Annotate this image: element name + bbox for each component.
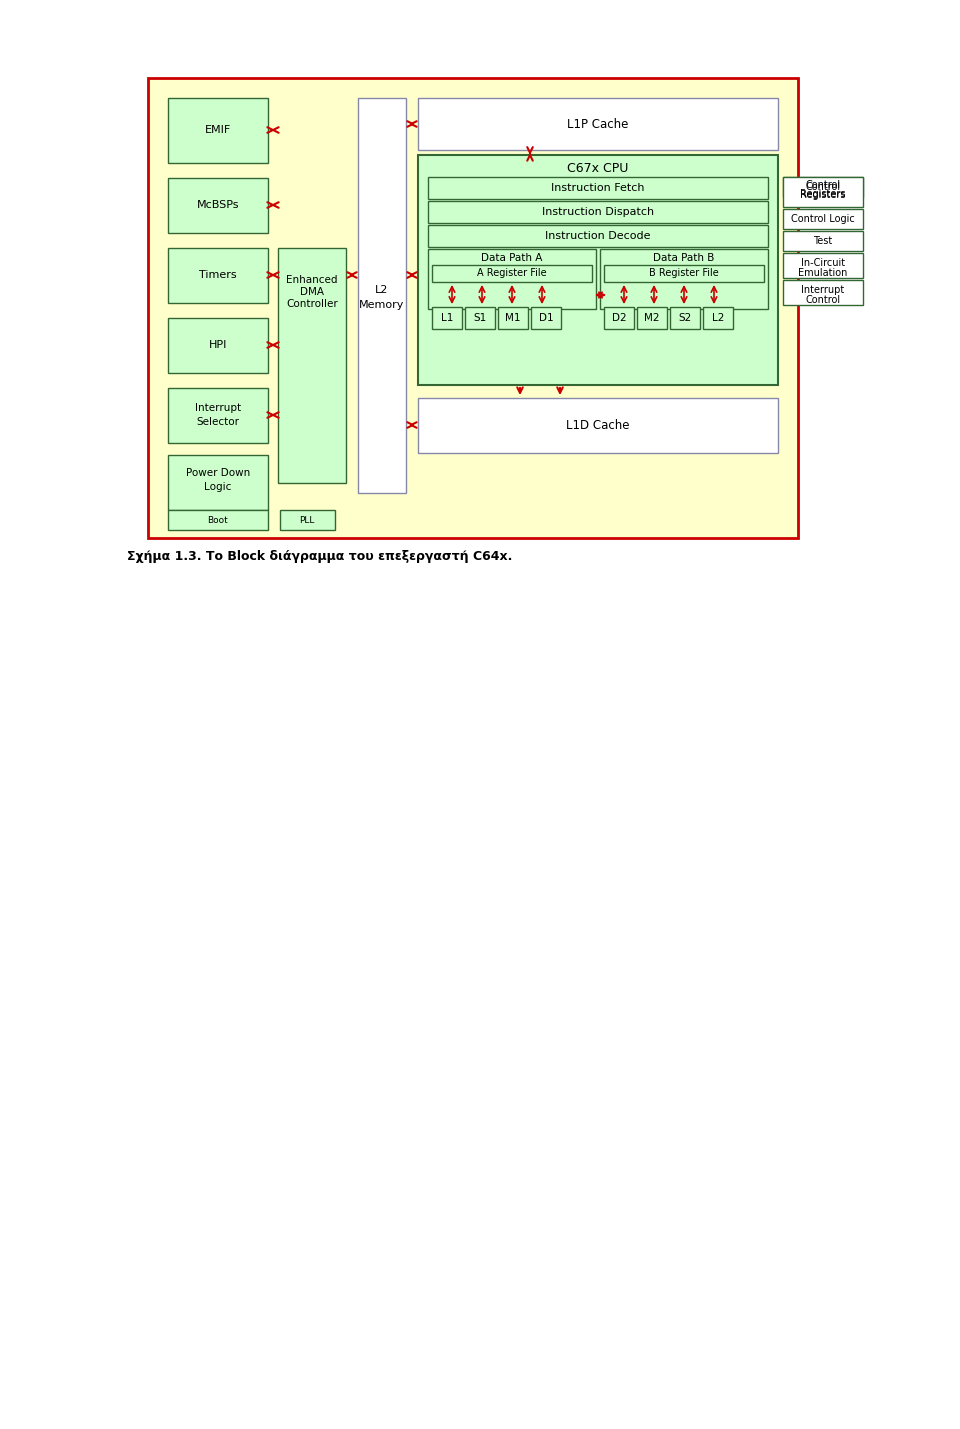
FancyBboxPatch shape [358, 99, 406, 493]
FancyBboxPatch shape [637, 307, 667, 329]
FancyBboxPatch shape [465, 307, 495, 329]
FancyBboxPatch shape [783, 280, 863, 304]
FancyBboxPatch shape [428, 201, 768, 223]
FancyBboxPatch shape [428, 224, 768, 247]
Text: L2: L2 [711, 313, 724, 323]
Text: Boot: Boot [207, 516, 228, 524]
FancyBboxPatch shape [604, 307, 634, 329]
Text: Logic: Logic [204, 482, 231, 492]
Text: Controller: Controller [286, 299, 338, 309]
FancyBboxPatch shape [432, 307, 462, 329]
FancyBboxPatch shape [600, 249, 768, 309]
Text: L1P Cache: L1P Cache [567, 117, 629, 130]
Text: Control Logic: Control Logic [791, 214, 854, 224]
FancyBboxPatch shape [168, 454, 268, 510]
FancyBboxPatch shape [604, 264, 764, 282]
FancyBboxPatch shape [168, 389, 268, 443]
FancyBboxPatch shape [670, 307, 700, 329]
FancyBboxPatch shape [418, 399, 778, 453]
Text: L1D Cache: L1D Cache [566, 419, 630, 432]
Text: DMA: DMA [300, 287, 324, 297]
Text: Control: Control [805, 181, 841, 191]
Text: D1: D1 [539, 313, 553, 323]
FancyBboxPatch shape [168, 99, 268, 163]
Text: HPI: HPI [209, 340, 228, 350]
Text: A Register File: A Register File [477, 269, 547, 279]
Text: Selector: Selector [197, 417, 239, 427]
Text: Σχήμα 1.3. Το Block διάγραμμα του επεξεργαστή C64x.: Σχήμα 1.3. Το Block διάγραμμα του επεξερ… [128, 550, 513, 563]
Text: Interrupt: Interrupt [802, 284, 845, 294]
Text: Data Path A: Data Path A [481, 253, 542, 263]
Text: C67x CPU: C67x CPU [567, 161, 629, 174]
FancyBboxPatch shape [278, 249, 346, 483]
Text: L2: L2 [375, 284, 389, 294]
Text: B Register File: B Register File [649, 269, 719, 279]
Text: D2: D2 [612, 313, 626, 323]
FancyBboxPatch shape [428, 249, 596, 309]
Text: Power Down: Power Down [186, 469, 251, 477]
Text: Memory: Memory [359, 300, 405, 310]
FancyBboxPatch shape [783, 253, 863, 279]
Text: EMIF: EMIF [204, 124, 231, 134]
Text: Control: Control [805, 294, 841, 304]
FancyBboxPatch shape [783, 209, 863, 229]
Text: Registers: Registers [801, 189, 846, 199]
Text: Control: Control [805, 180, 841, 190]
Text: Emulation: Emulation [799, 269, 848, 279]
Text: Enhanced: Enhanced [286, 274, 338, 284]
FancyBboxPatch shape [168, 249, 268, 303]
Text: S1: S1 [473, 313, 487, 323]
Text: Instruction Decode: Instruction Decode [545, 231, 651, 242]
Text: Data Path B: Data Path B [654, 253, 714, 263]
Text: L1: L1 [441, 313, 453, 323]
Text: M2: M2 [644, 313, 660, 323]
Text: McBSPs: McBSPs [197, 200, 239, 210]
FancyBboxPatch shape [498, 307, 528, 329]
FancyBboxPatch shape [418, 154, 778, 384]
FancyBboxPatch shape [148, 79, 798, 537]
FancyBboxPatch shape [783, 177, 863, 197]
Text: Interrupt: Interrupt [195, 403, 241, 413]
FancyBboxPatch shape [168, 179, 268, 233]
FancyBboxPatch shape [280, 510, 335, 530]
FancyBboxPatch shape [168, 319, 268, 373]
Text: In-Circuit: In-Circuit [801, 259, 845, 269]
Text: M1: M1 [505, 313, 520, 323]
FancyBboxPatch shape [418, 99, 778, 150]
FancyBboxPatch shape [703, 307, 733, 329]
Text: Instruction Dispatch: Instruction Dispatch [542, 207, 654, 217]
Text: Test: Test [813, 236, 832, 246]
FancyBboxPatch shape [783, 177, 863, 207]
FancyBboxPatch shape [783, 231, 863, 252]
Text: Instruction Fetch: Instruction Fetch [551, 183, 645, 193]
FancyBboxPatch shape [428, 177, 768, 199]
FancyBboxPatch shape [531, 307, 561, 329]
FancyBboxPatch shape [168, 510, 268, 530]
Text: PLL: PLL [300, 516, 315, 524]
Text: Registers: Registers [801, 190, 846, 200]
Text: Timers: Timers [199, 270, 237, 280]
Text: S2: S2 [679, 313, 691, 323]
FancyBboxPatch shape [432, 264, 592, 282]
